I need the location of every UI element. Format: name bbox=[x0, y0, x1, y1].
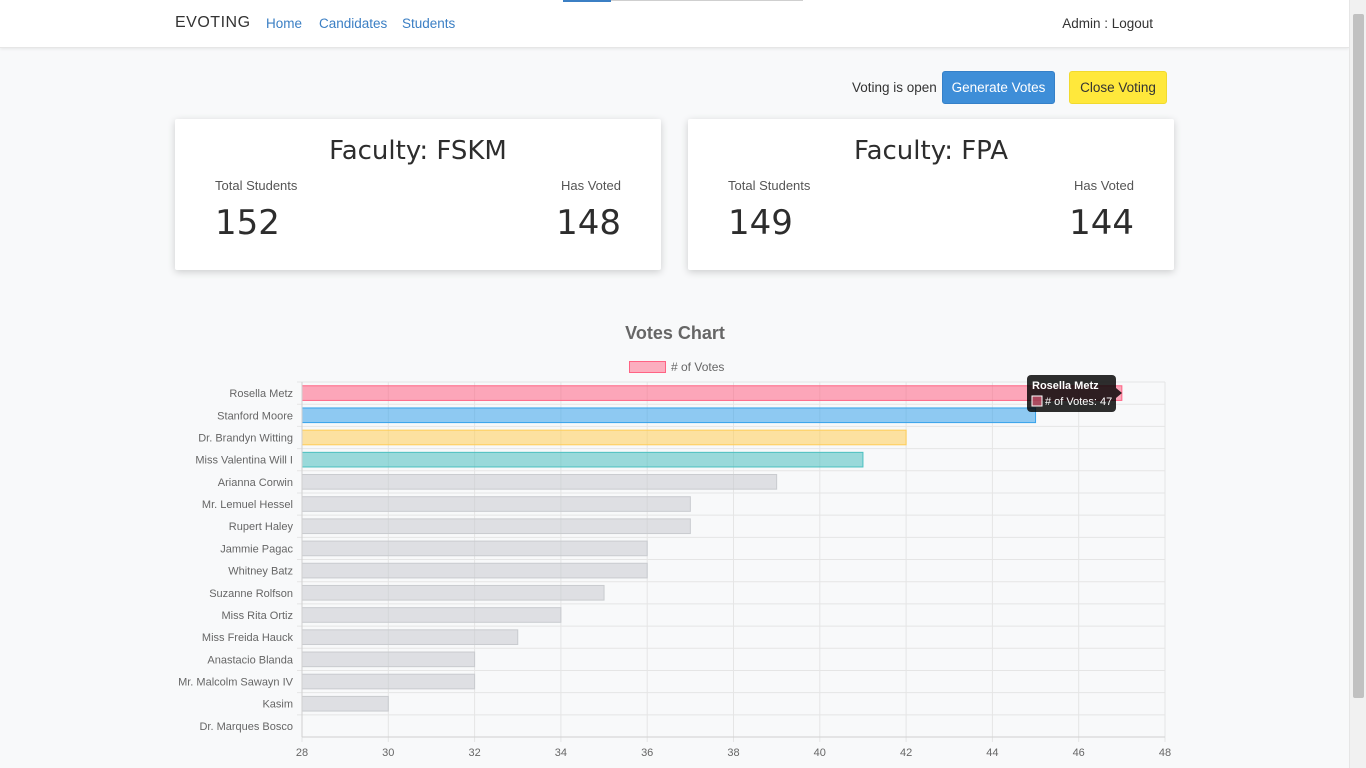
bar[interactable] bbox=[301, 407, 1037, 424]
x-tick-label: 48 bbox=[1159, 747, 1171, 759]
bar[interactable] bbox=[301, 451, 864, 468]
admin-logout-link[interactable]: Admin : Logout bbox=[1062, 16, 1153, 31]
chart-canvas[interactable]: 28 30 32 34 36 38 40 42 44 46 48 Rosella Metz Stanfo… bbox=[170, 315, 1180, 768]
x-tick-label: 28 bbox=[296, 747, 308, 759]
y-tick-label: Anastacio Blanda bbox=[207, 654, 293, 666]
page-scrollbar[interactable] bbox=[1349, 0, 1366, 768]
bar[interactable] bbox=[301, 695, 389, 712]
x-tick-label: 32 bbox=[468, 747, 480, 759]
total-students-value: 152 bbox=[215, 203, 280, 243]
nav-link-home[interactable]: Home bbox=[266, 16, 303, 31]
bar[interactable] bbox=[301, 474, 778, 490]
bar[interactable] bbox=[301, 496, 691, 512]
legend-label: # of Votes bbox=[671, 360, 725, 374]
tooltip-swatch bbox=[1031, 395, 1043, 407]
faculty-card-fskm: Faculty: FSKM Total Students Has Voted 1… bbox=[175, 119, 661, 270]
faculty-title: Faculty: FPA bbox=[854, 136, 1008, 166]
y-tick-label: Whitney Batz bbox=[228, 566, 293, 578]
y-tick-label: Suzanne Rolfson bbox=[209, 588, 293, 600]
legend-swatch bbox=[629, 361, 666, 373]
has-voted-value: 148 bbox=[556, 203, 621, 243]
bar[interactable] bbox=[301, 540, 648, 557]
close-voting-button[interactable]: Close Voting bbox=[1069, 71, 1167, 104]
y-tick-label: Stanford Moore bbox=[217, 410, 293, 422]
y-tick-label: Rupert Haley bbox=[229, 521, 294, 533]
bar[interactable] bbox=[301, 584, 605, 601]
loading-progress-bar bbox=[563, 0, 611, 2]
y-tick-label: Dr. Marques Bosco bbox=[199, 721, 293, 733]
chart-tooltip bbox=[1027, 375, 1116, 412]
tooltip-caret bbox=[1116, 388, 1122, 398]
x-tick-label: 42 bbox=[900, 747, 912, 759]
scrollbar-thumb[interactable] bbox=[1353, 14, 1364, 698]
total-students-label: Total Students bbox=[728, 178, 811, 193]
x-tick-label: 36 bbox=[641, 747, 653, 759]
bar[interactable] bbox=[301, 629, 519, 645]
bar[interactable] bbox=[301, 562, 648, 579]
x-tick-label: 40 bbox=[814, 747, 826, 759]
x-tick-label: 38 bbox=[727, 747, 739, 759]
chart-legend[interactable]: # of Votes bbox=[629, 360, 724, 374]
brand-logo[interactable]: EVOTING bbox=[175, 14, 251, 31]
x-tick-label: 46 bbox=[1073, 747, 1085, 759]
chart-title: Votes Chart bbox=[625, 323, 725, 343]
bar[interactable] bbox=[301, 429, 907, 446]
tooltip-body: # of Votes: 47 bbox=[1045, 396, 1112, 408]
voting-status-text: Voting is open bbox=[852, 80, 937, 95]
y-tick-label: Mr. Malcolm Sawayn IV bbox=[178, 677, 294, 689]
bar[interactable] bbox=[301, 385, 1123, 401]
has-voted-value: 144 bbox=[1069, 203, 1134, 243]
top-navbar: EVOTING Home Candidates Students Admin :… bbox=[0, 0, 1349, 48]
x-tick-label: 44 bbox=[986, 747, 998, 759]
loading-progress-track bbox=[611, 0, 803, 1]
y-tick-label: Dr. Brandyn Witting bbox=[198, 432, 293, 444]
bar[interactable] bbox=[301, 673, 476, 690]
generate-votes-button[interactable]: Generate Votes bbox=[942, 71, 1055, 104]
has-voted-label: Has Voted bbox=[561, 178, 621, 193]
total-students-label: Total Students bbox=[215, 178, 298, 193]
y-tick-label: Miss Rita Ortiz bbox=[222, 610, 294, 622]
y-tick-label: Miss Freida Hauck bbox=[202, 632, 294, 644]
bar[interactable] bbox=[301, 607, 562, 623]
nav-link-candidates[interactable]: Candidates bbox=[319, 16, 388, 31]
total-students-value: 149 bbox=[728, 203, 793, 243]
y-tick-label: Mr. Lemuel Hessel bbox=[202, 499, 293, 511]
tooltip-title: Rosella Metz bbox=[1032, 380, 1099, 392]
x-tick-label: 30 bbox=[382, 747, 394, 759]
faculty-card-fpa: Faculty: FPA Total Students Has Voted 14… bbox=[688, 119, 1174, 270]
y-tick-label: Miss Valentina Will I bbox=[195, 455, 293, 467]
has-voted-label: Has Voted bbox=[1074, 178, 1134, 193]
y-tick-label: Jammie Pagac bbox=[220, 543, 293, 555]
x-tick-label: 34 bbox=[555, 747, 567, 759]
bar[interactable] bbox=[301, 651, 476, 668]
bar[interactable] bbox=[301, 518, 691, 535]
y-tick-label: Kasim bbox=[262, 699, 293, 711]
y-tick-label: Rosella Metz bbox=[229, 388, 293, 400]
y-tick-label: Arianna Corwin bbox=[218, 477, 293, 489]
votes-chart: Votes Chart # of Votes 28 30 32 34 36 38 40 42 4… bbox=[170, 315, 1180, 768]
faculty-title: Faculty: FSKM bbox=[329, 136, 507, 166]
nav-link-students[interactable]: Students bbox=[402, 16, 456, 31]
